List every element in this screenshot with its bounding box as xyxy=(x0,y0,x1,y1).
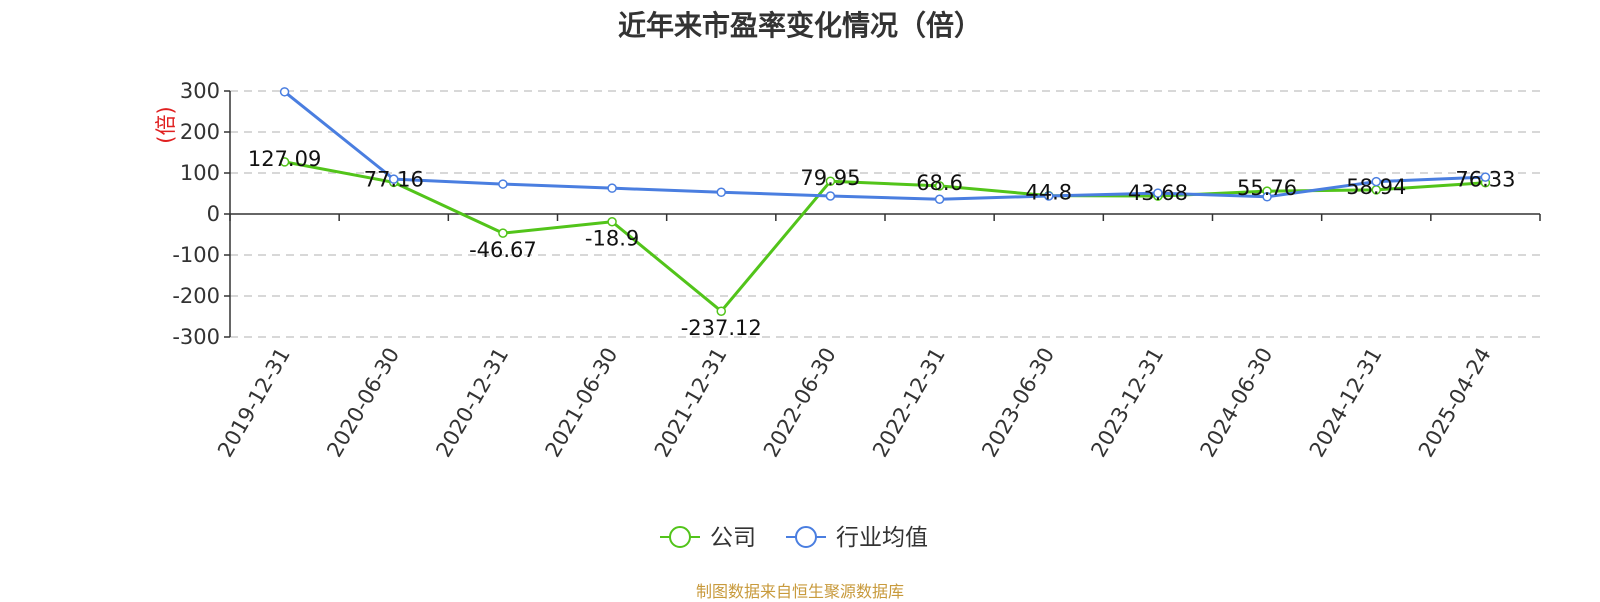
chart-title: 近年来市盈率变化情况（倍） xyxy=(617,9,982,42)
x-tick-label: 2023-12-31 xyxy=(1086,344,1168,462)
x-tick-label: 2025-04-24 xyxy=(1414,344,1496,462)
series-point-1 xyxy=(389,174,399,184)
legend-marker-0 xyxy=(669,526,691,548)
data-label: 76.33 xyxy=(1455,168,1515,192)
x-tick-label: 2021-06-30 xyxy=(541,344,623,462)
series-line-1 xyxy=(283,90,1486,201)
series-point-1 xyxy=(498,179,508,189)
x-tick-label: 2020-12-31 xyxy=(431,344,513,462)
series-point-1 xyxy=(607,183,617,193)
data-label: -18.9 xyxy=(585,227,639,251)
series-point-1 xyxy=(1153,188,1163,198)
series-point-0 xyxy=(716,306,726,316)
data-label: 68.6 xyxy=(916,171,963,195)
x-tick-label: 2019-12-31 xyxy=(213,344,295,462)
data-label: -237.12 xyxy=(681,316,762,340)
y-tick-label: 300 xyxy=(180,79,220,103)
series-point-0 xyxy=(934,181,945,191)
series-point-1 xyxy=(825,191,836,201)
series-line-0 xyxy=(284,160,1486,313)
data-label: 58.94 xyxy=(1346,175,1406,199)
series-point-1 xyxy=(279,87,290,97)
x-tick-label: 2020-06-30 xyxy=(322,344,404,462)
series-point-1 xyxy=(934,194,945,204)
series-point-0 xyxy=(279,157,290,167)
y-tick-label: 100 xyxy=(180,161,220,185)
legend[interactable]: 公司 行业均值 xyxy=(660,525,928,551)
data-label: 79.95 xyxy=(800,166,860,190)
source-note: 制图数据来自恒生聚源数据库 xyxy=(695,582,904,601)
series-point-0 xyxy=(498,228,508,238)
label-layer: 127.09 77.16 -46.67 -18.9 -237.12 79.95 68.6 44… xyxy=(248,147,1516,340)
x-tick-label: 2022-06-30 xyxy=(759,344,841,462)
y-tick-label: 0 xyxy=(207,202,220,226)
y-tick-label: -300 xyxy=(172,325,220,349)
x-tick-label: 2021-12-31 xyxy=(650,344,732,462)
series-layer xyxy=(279,87,1491,316)
x-tick-label: 2024-06-30 xyxy=(1196,344,1278,462)
data-label: 77.16 xyxy=(364,167,424,191)
legend-label-1: 行业均值 xyxy=(836,525,928,551)
series-point-0 xyxy=(825,176,836,186)
x-tick-label: 2023-06-30 xyxy=(977,344,1059,462)
series-point-1 xyxy=(1044,191,1054,201)
legend-marker-1 xyxy=(795,526,817,548)
x-tick-label: 2024-12-31 xyxy=(1305,344,1387,462)
y-tick-label: 200 xyxy=(180,120,220,144)
data-label: 44.8 xyxy=(1025,181,1072,205)
data-label: 43.68 xyxy=(1128,181,1188,205)
series-point-1 xyxy=(716,187,726,198)
y-tick-label: -200 xyxy=(172,284,220,308)
y-tick-label: -100 xyxy=(172,243,220,267)
series-point-1 xyxy=(1262,192,1272,202)
data-label: -46.67 xyxy=(469,238,537,262)
data-label: 127.09 xyxy=(248,147,321,171)
series-point-1 xyxy=(1480,172,1491,182)
series-point-1 xyxy=(1371,176,1381,187)
legend-label-0: 公司 xyxy=(710,525,756,551)
series-point-0 xyxy=(607,216,617,227)
axis-layer: 300 200 100 0 -100 -200 -300 (倍) 2019-12-31 2020-… xyxy=(154,79,1541,462)
y-axis-label: (倍) xyxy=(154,106,178,143)
x-tick-label: 2022-12-31 xyxy=(868,344,950,462)
data-label: 55.76 xyxy=(1237,176,1297,200)
